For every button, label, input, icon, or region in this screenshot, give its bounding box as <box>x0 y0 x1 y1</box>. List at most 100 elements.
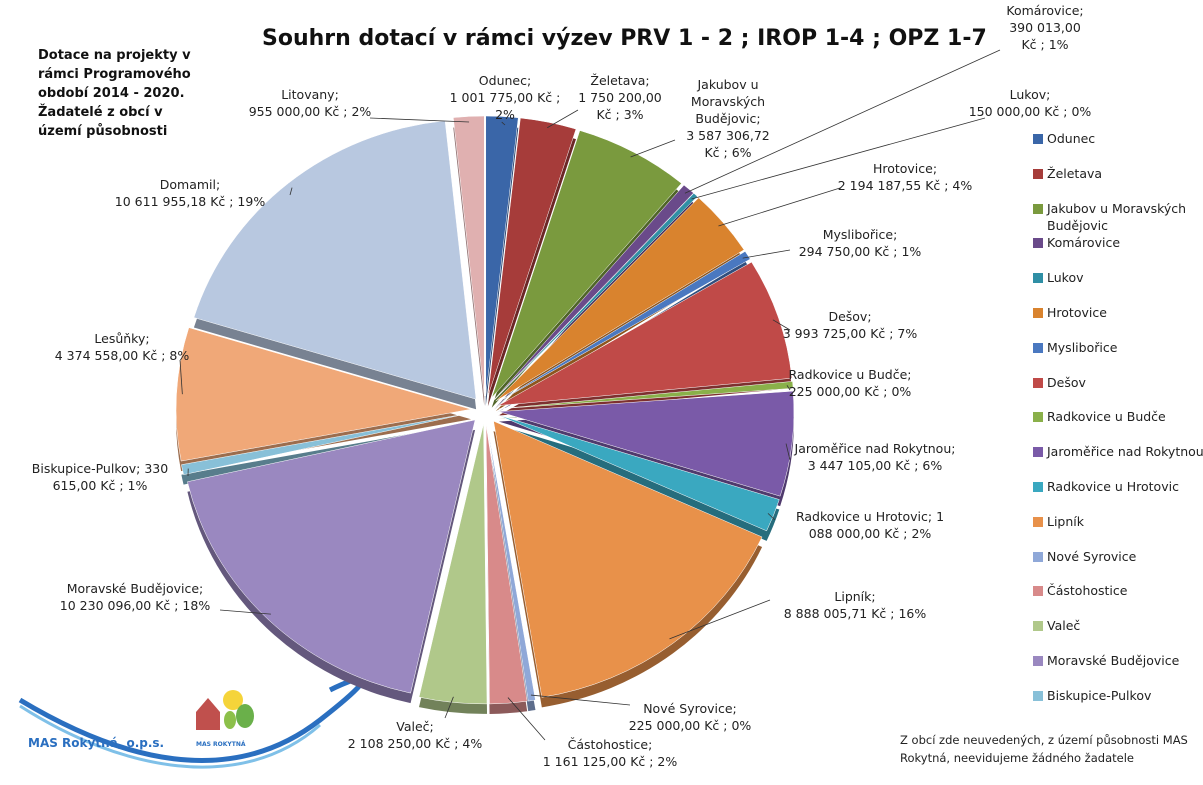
leader-line <box>289 187 293 196</box>
slice <box>494 184 694 400</box>
slice-side <box>487 128 576 407</box>
legend-swatch <box>1033 621 1043 632</box>
data-label: Dešov; 3 993 725,00 Kč ; 7% <box>782 309 918 341</box>
slice <box>498 261 793 406</box>
legend-swatch <box>1033 134 1043 144</box>
legend-label: Radkovice u Budče <box>1047 409 1166 425</box>
leader-line <box>547 109 579 129</box>
data-label: Želetava; 1 750 200,00 Kč ; 3% <box>578 73 662 122</box>
data-label: Radkovice u Hrotovic; 1 088 000,00 Kč ; … <box>795 509 945 541</box>
data-label: Komárovice; 390 013,00 Kč ; 1% <box>1006 3 1084 52</box>
legend-label: Odunec <box>1047 131 1096 146</box>
legend-swatch <box>1033 656 1043 666</box>
logo-tree <box>224 711 236 729</box>
logo-sun <box>223 690 243 710</box>
legend-label: Dešov <box>1047 374 1086 390</box>
leader-line <box>718 187 841 227</box>
legend-label: Radkovice u Hrotovic <box>1047 479 1179 494</box>
leader-line <box>785 443 791 461</box>
slice <box>485 423 528 705</box>
leader-line <box>684 49 1001 194</box>
legend-label: Želetava <box>1047 165 1103 181</box>
leader-line <box>369 117 470 123</box>
slice <box>452 115 485 397</box>
legend-label: Myslibořice <box>1047 339 1118 355</box>
legend-label: Valeč <box>1047 618 1081 634</box>
legend-label: Komárovice <box>1047 235 1121 251</box>
slice <box>175 327 472 462</box>
data-label: Biskupice-Pulkov; 330 615,00 Kč ; 1% <box>31 461 169 493</box>
legend-swatch <box>1033 168 1043 179</box>
legend-swatch <box>1033 586 1043 597</box>
leader-line <box>219 609 271 615</box>
leader-line <box>630 139 676 158</box>
slice <box>193 120 477 400</box>
slice <box>498 381 794 410</box>
leader-line <box>786 385 791 391</box>
legend-swatch <box>1033 342 1043 353</box>
slice <box>487 117 577 397</box>
legend-swatch <box>1033 308 1043 318</box>
legend-label: Lukov <box>1047 270 1084 286</box>
slice <box>494 192 698 400</box>
chart-title: Souhrn dotací v rámci výzev PRV 1 - 2 ; … <box>262 26 987 51</box>
legend-label: Jaroměřice nad Rokytnou <box>1047 444 1203 460</box>
leader-line <box>444 696 454 719</box>
data-label: Lukov; 150 000,00 Kč ; 0% <box>968 87 1092 119</box>
leader-line <box>179 359 183 395</box>
data-label: Moravské Budějovice; 10 230 096,00 Kč ; … <box>59 581 211 613</box>
legend-label: Částohostice <box>1047 583 1128 599</box>
leader-line <box>691 117 986 200</box>
data-label: Lesůňky; 4 374 558,00 Kč ; 8% <box>54 331 190 363</box>
legend-label: Hrotovice <box>1047 305 1107 320</box>
logo-text: MAS ROKYTNÁ <box>196 741 246 748</box>
legend-label: Lipník <box>1047 513 1085 529</box>
legend-label: Nové Syrovice <box>1047 548 1137 564</box>
slice <box>498 390 795 497</box>
slice <box>497 414 780 532</box>
data-label: Litovany; 955 000,00 Kč ; 2% <box>248 87 372 119</box>
legend-swatch <box>1033 516 1043 527</box>
slice <box>418 423 488 705</box>
leader-line <box>669 599 771 640</box>
data-label: Jakubov u Moravských Budějovic; 3 587 30… <box>686 77 770 160</box>
data-label: Hrotovice; 2 194 187,55 Kč ; 4% <box>837 161 973 193</box>
slice <box>491 130 682 398</box>
leader-line <box>530 694 631 706</box>
slice <box>496 251 751 403</box>
legend-label: Biskupice-Pulkov <box>1047 687 1152 703</box>
legend-swatch <box>1033 412 1043 423</box>
data-label: Radkovice u Budče; 225 000,00 Kč ; 0% <box>788 367 912 399</box>
data-label: Nové Syrovice; 225 000,00 Kč ; 0% <box>628 701 752 733</box>
legend-swatch <box>1033 551 1043 562</box>
legend-label: Jakubov u Moravských Budějovic <box>1047 200 1187 233</box>
legend-swatch <box>1033 377 1043 388</box>
footnote: Z obcí zde neuvedených, z území působnos… <box>900 733 1188 765</box>
leader-line <box>501 121 506 126</box>
leader-line <box>767 513 776 521</box>
data-label: Jaroměřice nad Rokytnou; 3 447 105,00 Kč… <box>794 441 956 473</box>
leader-line <box>742 249 791 259</box>
slice <box>493 420 763 698</box>
data-label: Domamil; 10 611 955,18 Kč ; 19% <box>114 177 266 209</box>
legend-swatch <box>1033 203 1043 214</box>
legend-swatch <box>1033 273 1043 284</box>
slice <box>495 197 745 402</box>
legend-swatch <box>1033 238 1043 249</box>
legend-swatch <box>1033 447 1043 458</box>
logo-text: MAS Rokytná, o.p.s. <box>28 736 165 750</box>
data-label: Lipník; 8 888 005,71 Kč ; 16% <box>783 589 927 621</box>
leader-line <box>507 697 546 741</box>
logo-tree <box>236 704 254 728</box>
data-label: Částohostice; 1 161 125,00 Kč ; 2% <box>542 737 678 769</box>
legend-swatch <box>1033 482 1043 492</box>
data-label: Valeč; 2 108 250,00 Kč ; 4% <box>347 719 483 751</box>
data-label: Myslibořice; 294 750,00 Kč ; 1% <box>798 227 922 259</box>
slice <box>181 412 472 475</box>
slice <box>486 423 536 702</box>
legend-label: Moravské Budějovice <box>1047 653 1180 668</box>
slice <box>187 419 476 694</box>
note: Dotace na projekty v rámci Programového … <box>38 48 191 139</box>
